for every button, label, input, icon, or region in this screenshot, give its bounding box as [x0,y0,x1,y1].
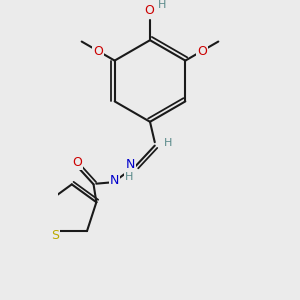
Text: N: N [126,158,135,171]
Text: H: H [164,138,173,148]
Text: O: O [197,45,207,58]
Text: S: S [51,229,59,242]
Text: O: O [144,4,154,17]
Text: O: O [72,156,82,169]
Text: H: H [125,172,133,182]
Text: N: N [110,175,119,188]
Text: H: H [158,0,166,10]
Text: O: O [93,45,103,58]
